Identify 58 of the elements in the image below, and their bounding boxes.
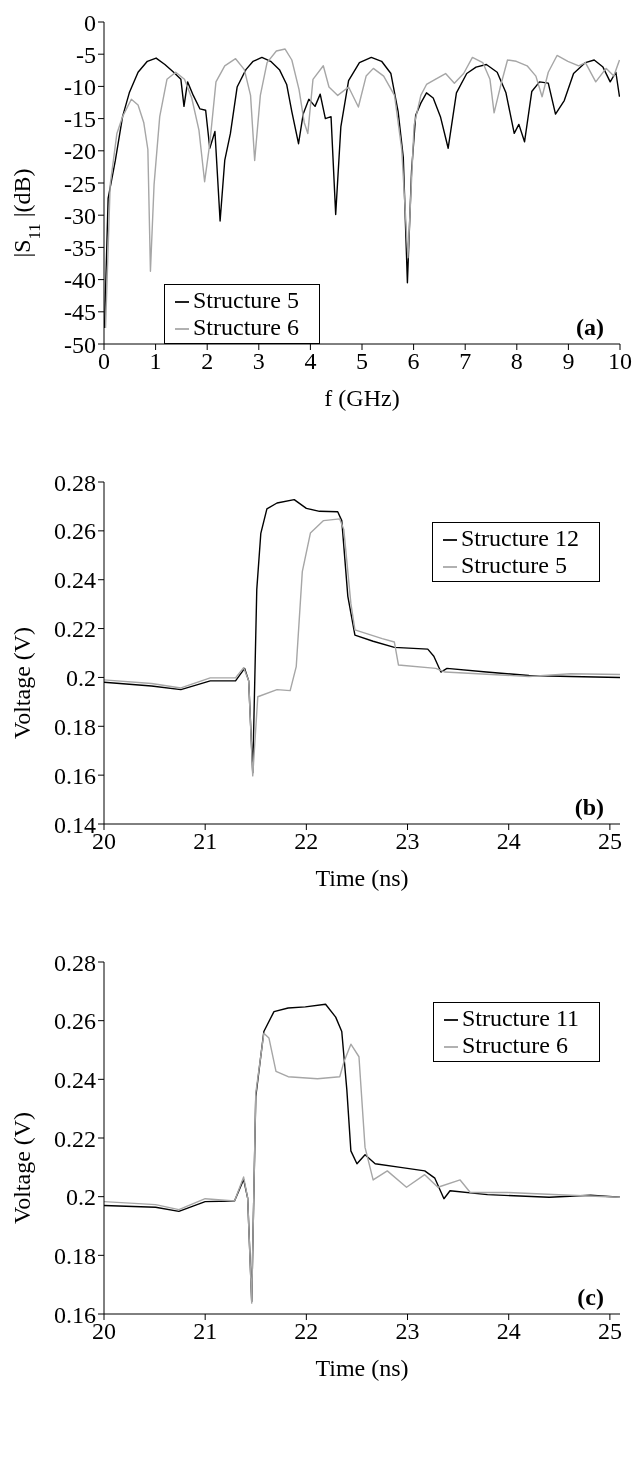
annotation: (c): [577, 1284, 604, 1311]
x-tick-label: 22: [294, 1318, 319, 1345]
x-tick-label: 1: [149, 348, 162, 375]
x-tick-label: 24: [496, 828, 521, 855]
legend-label: Structure 11: [461, 1005, 579, 1031]
x-tick-label: 24: [496, 1318, 521, 1345]
x-tick-label: 6: [407, 348, 420, 375]
legend-label: Structure 5: [461, 552, 567, 578]
legend-label: Structure 6: [193, 314, 299, 340]
x-tick-label: 4: [304, 348, 317, 375]
y-tick-label: 0.28: [54, 469, 96, 496]
legend-label: Structure 6: [461, 1032, 568, 1058]
x-tick-label: 7: [459, 348, 472, 375]
y-tick-label: 0.2: [66, 1184, 96, 1211]
x-tick-label: 25: [597, 1318, 622, 1345]
x-tick-label: 2: [201, 348, 214, 375]
y-tick-label: 0.24: [54, 567, 96, 594]
y-tick-label: -30: [64, 202, 96, 229]
y-tick-label: 0.28: [54, 949, 96, 976]
y-tick-label: -50: [64, 331, 96, 358]
x-tick-label: 5: [356, 348, 368, 375]
x-tick-label: 25: [597, 828, 622, 855]
annotation: (b): [574, 794, 604, 821]
x-tick-label: 23: [395, 1318, 420, 1345]
y-tick-label: 0.24: [54, 1066, 96, 1093]
y-tick-label: 0.26: [54, 1008, 96, 1035]
y-tick-label: -5: [76, 41, 96, 68]
y-tick-label: -45: [64, 299, 96, 326]
y-axis-title: Voltage (V): [9, 1111, 35, 1225]
x-tick-label: 9: [562, 348, 575, 375]
y-tick-label: 0.22: [54, 1125, 96, 1152]
legend-label: Structure 5: [193, 287, 299, 313]
x-tick-label: 21: [193, 828, 218, 855]
y-tick-label: 0.26: [54, 518, 96, 545]
y-tick-label: 0.18: [54, 713, 96, 740]
x-tick-label: 23: [395, 828, 420, 855]
y-tick-label: 0.18: [54, 1242, 96, 1269]
x-tick-label: 21: [193, 1318, 218, 1345]
y-tick-label: -15: [64, 106, 96, 133]
annotation: (a): [576, 314, 604, 341]
x-tick-label: 22: [294, 828, 319, 855]
y-tick-label: -40: [64, 267, 96, 294]
x-tick-label: 10: [608, 348, 632, 375]
x-tick-label: 8: [510, 348, 523, 375]
y-axis-title: Voltage (V): [9, 626, 35, 740]
legend-label: Structure 12: [461, 525, 579, 551]
x-axis-title: Time (ns): [315, 865, 409, 891]
y-tick-label: 0.16: [54, 762, 96, 789]
y-tick-label: 0: [84, 9, 96, 36]
y-tick-label: 0.22: [54, 616, 96, 643]
y-tick-label: -25: [64, 170, 96, 197]
x-tick-label: 3: [252, 348, 265, 375]
y-tick-label: -35: [64, 234, 96, 261]
x-axis-title: Time (ns): [315, 1355, 409, 1381]
y-tick-label: -20: [64, 138, 96, 165]
y-tick-label: 0.2: [66, 664, 96, 691]
y-tick-label: -10: [64, 73, 96, 100]
x-axis-title: f (GHz): [324, 385, 400, 411]
